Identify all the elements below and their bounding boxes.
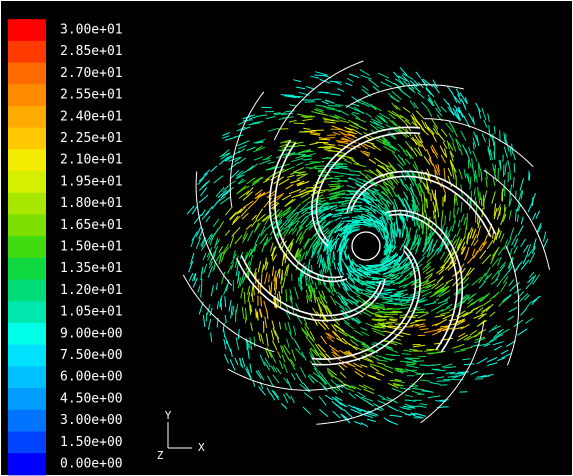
legend-label: 0.00e+00 (60, 457, 123, 472)
vector (305, 102, 315, 103)
vector (455, 373, 465, 374)
legend-label: 1.50e+00 (60, 435, 123, 450)
vector (335, 176, 344, 177)
legend-label: 2.85e+01 (60, 44, 123, 59)
legend-label: 1.95e+01 (60, 174, 123, 189)
vector (330, 247, 331, 260)
axis-z-label: Z (157, 449, 164, 462)
vector (303, 117, 310, 118)
vector (339, 206, 347, 207)
vector (247, 343, 248, 350)
legend-label: 9.00e+00 (60, 326, 123, 341)
vector (420, 365, 427, 366)
vector (375, 265, 383, 266)
legend-swatch (8, 345, 46, 367)
legend-label: 3.00e+00 (60, 413, 123, 428)
legend-swatch (8, 41, 46, 63)
legend-label: 1.65e+01 (60, 218, 123, 233)
vector (503, 165, 504, 177)
vector (390, 381, 399, 382)
legend-label: 4.50e+00 (60, 391, 123, 406)
vector (294, 123, 305, 124)
legend-label: 2.55e+01 (60, 88, 123, 103)
legend-label: 1.80e+01 (60, 196, 123, 211)
vector (334, 252, 335, 261)
legend-swatch (8, 410, 46, 432)
legend-label: 2.25e+01 (60, 131, 123, 146)
vector (261, 274, 262, 285)
vector (343, 221, 351, 222)
legend-label: 1.50e+01 (60, 240, 123, 255)
vector (382, 297, 391, 298)
legend-label: 2.40e+01 (60, 109, 123, 124)
vector (239, 329, 240, 339)
vector (391, 299, 400, 300)
vector (514, 163, 515, 173)
legend-swatch (8, 19, 46, 41)
vector (423, 223, 424, 234)
legend-label: 2.70e+01 (60, 66, 123, 81)
legend-label: 1.35e+01 (60, 261, 123, 276)
legend-label: 1.05e+01 (60, 305, 123, 320)
legend-swatch (8, 453, 46, 475)
legend-swatch (8, 431, 46, 453)
legend-swatch (8, 84, 46, 106)
vector (298, 145, 306, 146)
legend-swatch (8, 388, 46, 410)
legend-label: 1.20e+01 (60, 283, 123, 298)
vector (437, 381, 450, 382)
legend-label: 6.00e+00 (60, 370, 123, 385)
axis-x-label: X (198, 441, 205, 454)
vector-plot: 3.00e+01 2.85e+01 2.70e+01 2.55e+01 2.40e+01… (0, 0, 573, 476)
vector (502, 192, 503, 201)
vector (399, 371, 408, 372)
vector (445, 194, 446, 202)
vector (510, 170, 511, 180)
legend-swatch (8, 171, 46, 193)
viewport: 3.00e+01 2.85e+01 2.70e+01 2.55e+01 2.40e+01… (0, 0, 573, 476)
vector (417, 312, 428, 313)
legend-swatch (8, 193, 46, 215)
vector (256, 308, 257, 318)
vector (324, 120, 335, 121)
legend-label: 7.50e+00 (60, 348, 123, 363)
legend-swatch (8, 106, 46, 128)
legend-swatch (8, 301, 46, 323)
vector (470, 198, 471, 210)
legend-label: 2.10e+01 (60, 153, 123, 168)
legend-swatch (8, 258, 46, 280)
legend-swatch (8, 149, 46, 171)
legend-swatch (8, 128, 46, 150)
legend-swatch (8, 236, 46, 258)
legend-swatch (8, 63, 46, 85)
vector (404, 400, 412, 401)
vector (483, 195, 484, 207)
vector (478, 187, 479, 196)
vector (338, 201, 347, 202)
legend-swatch (8, 214, 46, 236)
vector (372, 279, 381, 280)
legend-swatch (8, 280, 46, 302)
legend-swatch (8, 323, 46, 345)
vector (331, 181, 339, 182)
vector (390, 278, 397, 279)
vector (201, 279, 202, 291)
vector (498, 168, 499, 181)
vector (261, 107, 272, 108)
axis-y-label: Y (165, 409, 172, 422)
vector (454, 194, 455, 204)
vector (407, 229, 408, 238)
legend-label: 3.00e+01 (60, 23, 123, 38)
vector (302, 156, 312, 157)
legend-swatch (8, 366, 46, 388)
